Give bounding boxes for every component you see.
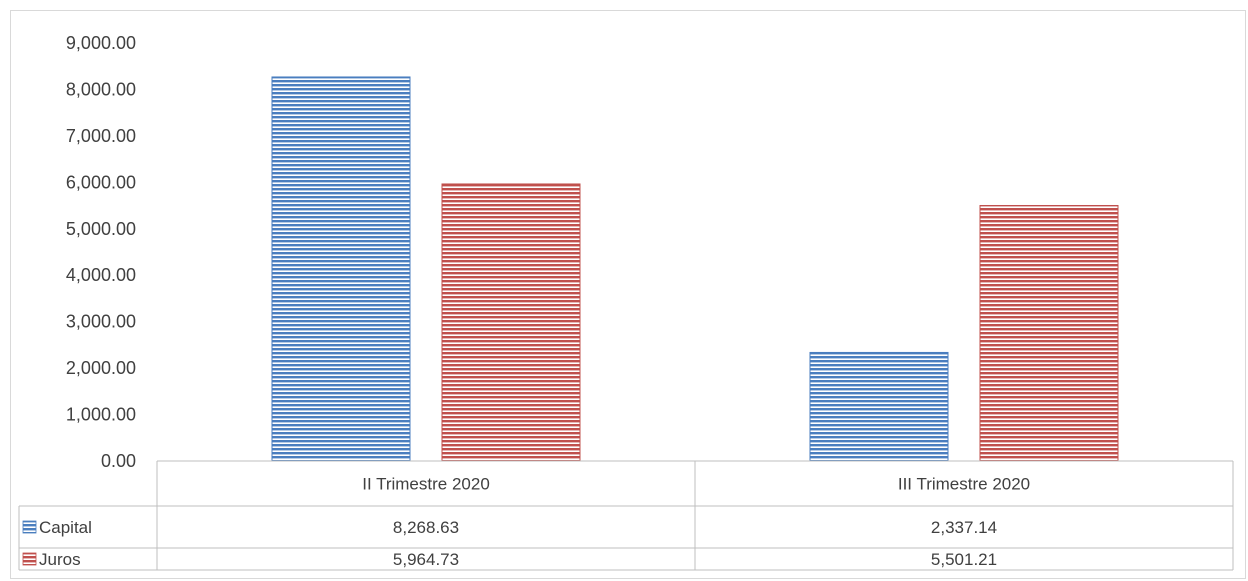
- y-tick-label: 5,000.00: [66, 219, 136, 239]
- legend-swatch-capital: [22, 520, 37, 534]
- bars: [271, 76, 1119, 462]
- y-tick-label: 4,000.00: [66, 265, 136, 285]
- y-axis-tick-labels: 0.00 1,000.00 2,000.00 3,000.00 4,000.00 5,00…: [66, 33, 136, 471]
- y-tick-label: 8,000.00: [66, 79, 136, 99]
- legend-label-juros: Juros: [39, 550, 81, 569]
- legend-label-capital: Capital: [39, 518, 92, 537]
- bar-juros-0: [441, 183, 581, 462]
- legend-swatch-juros: [22, 552, 37, 566]
- y-tick-label: 9,000.00: [66, 33, 136, 53]
- y-tick-label: 2,000.00: [66, 358, 136, 378]
- x-category-label: III Trimestre 2020: [898, 475, 1030, 494]
- y-tick-label: 6,000.00: [66, 172, 136, 192]
- y-tick-label: 3,000.00: [66, 312, 136, 332]
- data-table: II Trimestre 2020 III Trimestre 2020 Capit…: [18, 460, 1234, 571]
- table-cell-value: 5,501.21: [931, 550, 997, 569]
- bar-capital-1: [809, 351, 949, 462]
- x-category-label: II Trimestre 2020: [362, 475, 490, 494]
- bar-juros-1: [979, 204, 1119, 462]
- table-cell-value: 8,268.63: [393, 518, 459, 537]
- table-cell-value: 2,337.14: [931, 518, 997, 537]
- table-cell-value: 5,964.73: [393, 550, 459, 569]
- y-tick-label: 7,000.00: [66, 126, 136, 146]
- bar-capital-0: [271, 76, 411, 462]
- y-tick-label: 1,000.00: [66, 405, 136, 425]
- y-tick-label: 0.00: [101, 451, 136, 471]
